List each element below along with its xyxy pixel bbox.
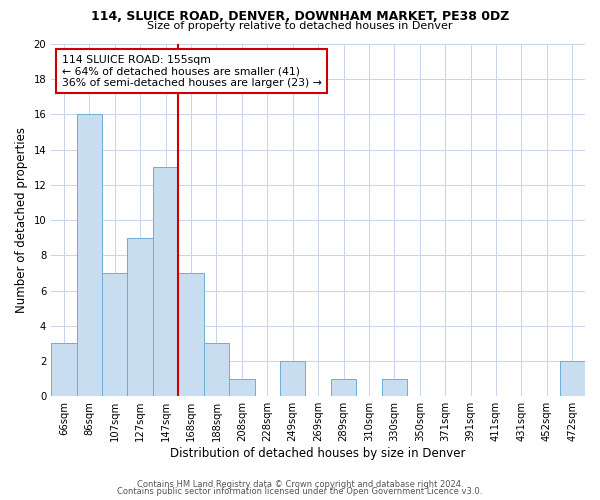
Text: Contains HM Land Registry data © Crown copyright and database right 2024.: Contains HM Land Registry data © Crown c… (137, 480, 463, 489)
Text: 114, SLUICE ROAD, DENVER, DOWNHAM MARKET, PE38 0DZ: 114, SLUICE ROAD, DENVER, DOWNHAM MARKET… (91, 10, 509, 23)
Bar (51, 344, 77, 396)
Bar (280, 361, 305, 396)
Bar (153, 168, 178, 396)
Bar (560, 361, 585, 396)
Text: Size of property relative to detached houses in Denver: Size of property relative to detached ho… (147, 21, 453, 31)
X-axis label: Distribution of detached houses by size in Denver: Distribution of detached houses by size … (170, 447, 466, 460)
Y-axis label: Number of detached properties: Number of detached properties (15, 127, 28, 313)
Bar (203, 344, 229, 396)
Bar (77, 114, 102, 396)
Text: Contains public sector information licensed under the Open Government Licence v3: Contains public sector information licen… (118, 487, 482, 496)
Bar (382, 378, 407, 396)
Bar (331, 378, 356, 396)
Bar (127, 238, 153, 396)
Bar (229, 378, 254, 396)
Bar (178, 273, 203, 396)
Bar (102, 273, 127, 396)
Text: 114 SLUICE ROAD: 155sqm
← 64% of detached houses are smaller (41)
36% of semi-de: 114 SLUICE ROAD: 155sqm ← 64% of detache… (62, 54, 322, 88)
